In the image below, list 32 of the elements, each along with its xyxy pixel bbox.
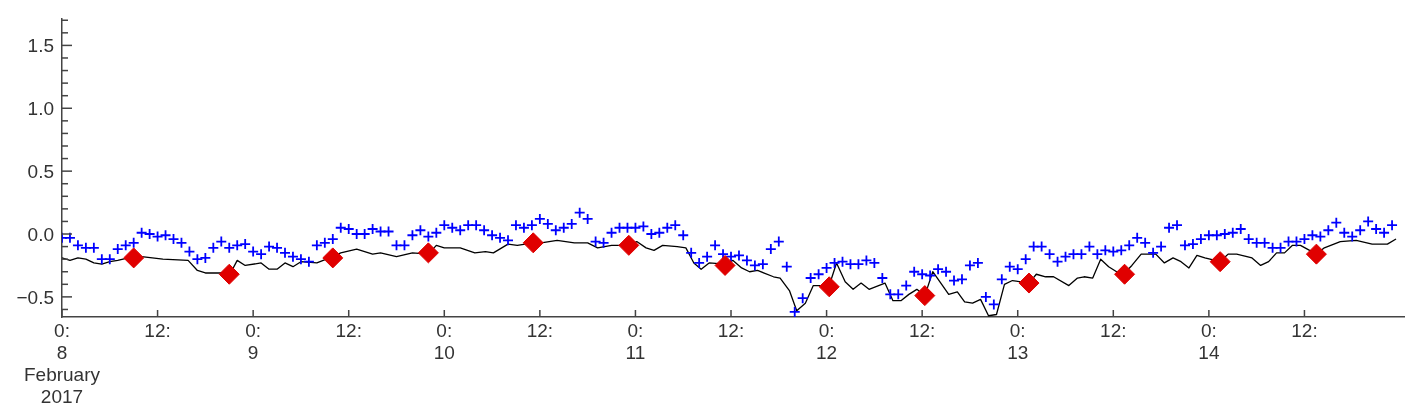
x-tick-label: 0: 10 [433, 320, 455, 364]
y-tick-label: −0.5 [16, 286, 54, 308]
x-tick-label: 0: 11 [625, 320, 646, 364]
point [714, 254, 736, 276]
point [618, 234, 640, 256]
x-tick-label: 12: [1291, 320, 1318, 342]
y-tick-label: 1.5 [27, 35, 54, 57]
point [1018, 272, 1040, 294]
point [1305, 243, 1327, 265]
point [417, 242, 439, 264]
y-tick-label: 1.0 [27, 98, 54, 120]
x-tick-label: 0: 13 [1007, 320, 1029, 364]
x-tick-label: 0: 12 [816, 320, 838, 364]
point [1114, 263, 1136, 285]
point [1209, 251, 1231, 273]
x-tick-label: 12: [335, 320, 362, 342]
x-tick-label: 0: 14 [1198, 320, 1220, 364]
point [218, 263, 240, 285]
x-tick-label: 12: [526, 320, 554, 342]
x-tick-label: 0: 9 [245, 320, 262, 364]
point [914, 285, 936, 307]
x-tick-label: 0: 8 February 2017 [23, 320, 101, 407]
x-tick-label: 12: [1100, 320, 1127, 342]
y-tick-label: 0.5 [27, 161, 54, 183]
point [818, 276, 840, 298]
point [522, 232, 544, 254]
y-tick-label: 0.0 [27, 224, 54, 246]
point [322, 247, 344, 269]
x-tick-label: 12: [144, 320, 171, 342]
x-tick-label: 12: [908, 320, 936, 342]
point [123, 247, 145, 269]
x-tick-label: 12: [717, 320, 745, 342]
